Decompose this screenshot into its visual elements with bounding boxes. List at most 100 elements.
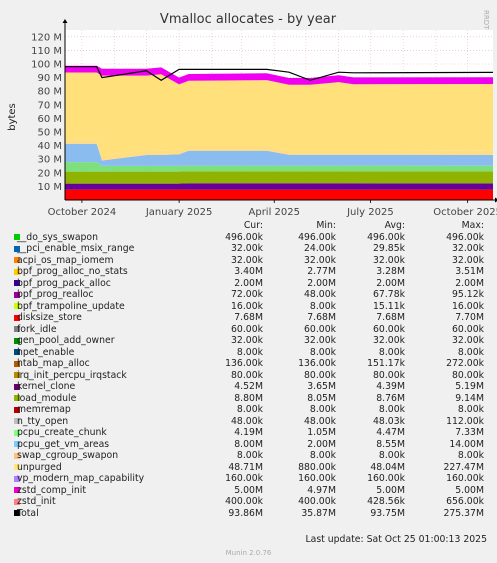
legend-avg-value: 8.76M xyxy=(376,392,405,404)
legend-row: zstd_comp_init 5.00M 4.97M 5.00M 5.00M xyxy=(10,485,490,497)
legend-row: irq_init_percpu_irqstack 80.00k 80.00k 80.0… xyxy=(10,370,490,382)
axes: 10 M 20 M 30 M 40 M 50 M 60 M 70 M 80 M 90 M 100 … xyxy=(31,19,497,218)
legend-row: zstd_init 400.00k 400.00k 428.56k 656.00k xyxy=(10,496,490,508)
legend-cur-value: 72.00k xyxy=(231,289,263,300)
total-line-layer xyxy=(65,66,494,82)
legend-max-value: 14.00M xyxy=(449,438,484,450)
legend-min-value: 2.00M xyxy=(307,277,336,289)
legend-min-value: 48.00k xyxy=(304,289,336,300)
legend-swatch xyxy=(14,395,20,401)
legend-avg-value: 8.00k xyxy=(378,346,405,358)
x-tick-label: July 2025 xyxy=(346,207,394,218)
legend-avg-value: 160.00k xyxy=(367,473,405,484)
legend-min-value: 60.00k xyxy=(304,323,336,335)
legend-avg-value: 60.00k xyxy=(373,323,405,335)
legend-series-name: pcpu_get_vm_areas xyxy=(17,438,110,450)
legend-swatch xyxy=(14,326,20,332)
legend-series-name: gen_pool_add_owner xyxy=(17,335,115,346)
legend-row: pcpu_create_chunk 4.19M 1.05M 4.47M 7.33M xyxy=(10,427,490,439)
legend-cur-value: 8.00M xyxy=(234,438,263,450)
legend-max-value: 272.00k xyxy=(446,358,484,369)
legend-avg-value: 5.00M xyxy=(376,484,405,496)
legend-cur-value: 496.00k xyxy=(225,231,263,243)
legend-series-name: htab_map_alloc xyxy=(17,358,90,369)
legend-row: memremap 8.00k 8.00k 8.00k 8.00k xyxy=(10,404,490,416)
area-disksize-store xyxy=(65,189,493,200)
y-tick-label: 30 M xyxy=(37,155,62,166)
y-tick-label: 90 M xyxy=(37,73,62,84)
legend-row: __pci_enable_msix_range 32.00k 24.00k 29.85… xyxy=(10,243,490,255)
legend-swatch xyxy=(14,429,20,436)
legend-max-value: 227.47M xyxy=(443,461,484,473)
legend-series-name: bpf_prog_pack_alloc xyxy=(17,277,111,289)
legend-series-name: hpet_enable xyxy=(17,346,75,358)
legend-avg-value: 15.11k xyxy=(373,300,405,312)
legend-series-name: __pci_enable_msix_range xyxy=(17,243,135,254)
legend-avg-value: 3.28M xyxy=(376,266,405,277)
legend-min-value: 8.05M xyxy=(307,392,336,404)
y-tick-label: 110 M xyxy=(31,46,62,57)
legend-min-value: 8.00k xyxy=(309,300,336,312)
y-tick-label: 60 M xyxy=(37,114,62,125)
y-tick-label: 100 M xyxy=(31,60,62,71)
legend-row: swap_cgroup_swapon 8.00k 8.00k 8.00k 8.00k xyxy=(10,450,490,462)
legend-min-value: 3.65M xyxy=(307,381,336,392)
legend-swatch xyxy=(14,418,20,424)
y-axis-arrow xyxy=(62,19,68,23)
legend-series-name: bpf_prog_alloc_no_stats xyxy=(17,266,128,277)
legend-row: fork_idle 60.00k 60.00k 60.00k 60.00k xyxy=(10,324,490,336)
legend-header-min: Min: xyxy=(316,220,336,231)
legend-cur-value: 5.00M xyxy=(234,484,263,496)
legend-max-value: 8.00k xyxy=(457,404,484,415)
legend-max-value: 9.14M xyxy=(455,392,484,404)
y-tick-label: 70 M xyxy=(37,100,62,111)
legend-row: bpf_trampoline_update 16.00k 8.00k 15.11k 16… xyxy=(10,301,490,313)
legend-cur-value: 16.00k xyxy=(231,300,263,312)
legend-cur-value: 60.00k xyxy=(231,323,263,335)
legend-avg-value: 4.47M xyxy=(376,427,405,438)
legend-header-max: Max: xyxy=(461,220,484,231)
legend-rows: __do_sys_swapon 496.00k 496.00k 496.00k 496.… xyxy=(10,232,490,520)
legend-cur-value: 3.40M xyxy=(234,266,263,277)
legend-row: bpf_prog_realloc 72.00k 48.00k 67.78k 95.12k xyxy=(10,289,490,301)
legend-avg-value: 67.78k xyxy=(373,289,405,300)
legend-min-value: 4.97M xyxy=(307,484,336,496)
legend-cur-value: 8.80M xyxy=(234,392,263,404)
legend-avg-value: 2.00M xyxy=(376,277,405,289)
legend-swatch xyxy=(14,337,20,344)
legend-swatch xyxy=(14,487,20,493)
legend-series-name: fork_idle xyxy=(17,323,57,335)
y-tick-label: 120 M xyxy=(31,32,62,43)
legend-cur-value: 4.19M xyxy=(234,427,263,438)
legend-row: bpf_prog_alloc_no_stats 3.40M 2.77M 3.28M 3.… xyxy=(10,266,490,278)
legend-cur-value: 2.00M xyxy=(234,277,263,289)
stacked-areas xyxy=(65,65,493,200)
legend-row: htab_map_alloc 136.00k 136.00k 151.17k 272.0… xyxy=(10,358,490,370)
legend-cur-value: 400.00k xyxy=(225,496,263,507)
chart-title: Vmalloc allocates - by year xyxy=(160,12,337,27)
legend-swatch xyxy=(14,257,20,263)
legend-swatch xyxy=(14,291,20,298)
legend-max-value: 496.00k xyxy=(446,231,484,243)
legend-min-value: 32.00k xyxy=(304,254,336,266)
legend-min-value: 32.00k xyxy=(304,335,336,346)
legend-cur-value: 4.52M xyxy=(234,381,263,392)
legend-avg-value: 32.00k xyxy=(373,254,405,266)
legend-max-value: 5.19M xyxy=(455,381,484,392)
legend-series-name: n_tty_open xyxy=(17,415,69,427)
legend-swatch xyxy=(14,303,20,309)
legend-swatch xyxy=(14,464,20,470)
legend: Cur: Min: Avg: Max: __do_sys_swapon 496.0… xyxy=(10,220,490,519)
legend-swatch xyxy=(14,498,20,505)
area-bpf-prog-alloc-no-stats xyxy=(65,139,493,161)
legend-cur-value: 32.00k xyxy=(231,243,263,254)
legend-max-value: 60.00k xyxy=(452,323,484,335)
legend-series-name: zstd_init xyxy=(17,496,56,507)
legend-max-value: 32.00k xyxy=(452,335,484,346)
legend-max-value: 3.51M xyxy=(455,266,484,277)
legend-series-name: pcpu_create_chunk xyxy=(17,427,107,438)
legend-swatch xyxy=(14,406,20,413)
legend-max-value: 275.37M xyxy=(443,507,484,519)
legend-row: acpi_os_map_iomem 32.00k 32.00k 32.00k 32.00… xyxy=(10,255,490,267)
legend-cur-value: 8.00k xyxy=(236,450,263,461)
